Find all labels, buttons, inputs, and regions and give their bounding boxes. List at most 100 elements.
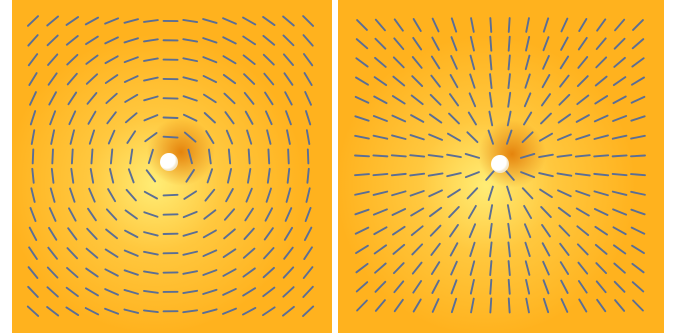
director-needle	[143, 57, 159, 62]
director-needle	[391, 208, 407, 216]
director-needle	[123, 269, 139, 276]
director-needle	[519, 152, 536, 159]
director-needle	[66, 72, 78, 86]
director-needle	[65, 286, 79, 298]
director-needle	[560, 279, 569, 294]
director-needle	[593, 208, 609, 216]
director-needle	[576, 225, 590, 237]
director-needle	[356, 299, 368, 312]
director-needle	[162, 193, 179, 197]
director-needle	[630, 134, 646, 140]
director-needle	[506, 185, 513, 201]
director-needle	[243, 73, 256, 85]
director-needle	[429, 224, 442, 237]
director-needle	[354, 190, 370, 196]
defect-core	[491, 155, 509, 173]
director-needle	[410, 207, 425, 217]
director-needle	[282, 266, 295, 279]
director-needle	[302, 266, 314, 279]
director-needle	[428, 189, 443, 198]
director-needle	[284, 91, 293, 106]
director-needle	[520, 171, 536, 179]
director-needle	[630, 115, 646, 122]
director-needle	[143, 289, 159, 294]
director-needle	[123, 56, 139, 64]
director-needle	[354, 134, 370, 140]
director-needle	[182, 270, 199, 275]
director-needle	[202, 75, 218, 84]
director-needle	[449, 74, 459, 89]
director-needle	[68, 110, 77, 126]
director-needle	[539, 188, 553, 199]
director-needle	[29, 91, 37, 106]
director-needle	[84, 287, 99, 297]
director-needle	[282, 286, 295, 298]
director-needle	[559, 74, 570, 88]
director-needle	[391, 95, 406, 105]
director-needle	[67, 227, 78, 241]
director-needle	[593, 172, 610, 177]
director-needle	[284, 207, 293, 222]
director-needle	[50, 167, 55, 184]
director-needle	[410, 94, 424, 106]
director-needle	[202, 37, 218, 44]
director-needle	[612, 115, 628, 122]
director-needle	[372, 154, 389, 158]
director-needle	[207, 148, 212, 165]
director-needle	[302, 285, 314, 298]
director-needle	[373, 244, 388, 255]
director-needle	[84, 16, 100, 26]
director-needle	[49, 110, 57, 126]
director-needle	[489, 73, 493, 90]
director-needle	[631, 281, 645, 293]
director-needle	[206, 168, 214, 184]
director-needle	[29, 207, 37, 222]
director-needle	[450, 36, 458, 52]
director-needle	[182, 230, 198, 237]
director-needle	[46, 266, 59, 279]
director-needle	[223, 208, 236, 221]
director-needle	[469, 279, 475, 295]
director-needle	[540, 112, 552, 125]
director-needle	[430, 261, 441, 275]
director-needle	[466, 131, 479, 144]
director-needle	[242, 247, 256, 259]
director-needle	[303, 246, 313, 260]
director-needle	[374, 37, 387, 50]
director-needle	[244, 207, 254, 222]
director-needle	[449, 242, 459, 257]
director-needle	[593, 190, 609, 197]
director-needle	[431, 17, 440, 33]
director-needle	[538, 153, 554, 159]
director-needle	[503, 168, 515, 181]
director-needle	[593, 134, 609, 140]
director-needle	[242, 287, 257, 297]
director-needle	[304, 91, 312, 106]
director-needle	[282, 53, 294, 66]
director-needle	[285, 110, 292, 126]
director-needle	[558, 224, 571, 237]
director-needle	[222, 36, 237, 45]
director-needle	[470, 17, 475, 33]
director-needle	[612, 226, 627, 236]
director-needle	[123, 18, 139, 24]
director-needle	[507, 222, 512, 239]
director-needle	[450, 260, 458, 276]
director-needle	[182, 95, 198, 102]
director-needle	[390, 172, 407, 177]
director-needle	[123, 75, 139, 83]
director-needle	[412, 36, 423, 51]
director-needle	[507, 91, 512, 108]
director-needle	[446, 132, 462, 142]
director-needle	[446, 172, 462, 178]
director-needle	[630, 208, 646, 216]
director-needle	[202, 56, 218, 64]
director-needle	[489, 35, 493, 52]
director-needle	[577, 261, 589, 275]
director-needle	[507, 54, 511, 71]
director-needle	[466, 187, 479, 200]
director-needle	[104, 307, 120, 315]
director-needle	[469, 241, 476, 258]
director-needle	[489, 278, 493, 295]
director-needle	[523, 204, 533, 220]
